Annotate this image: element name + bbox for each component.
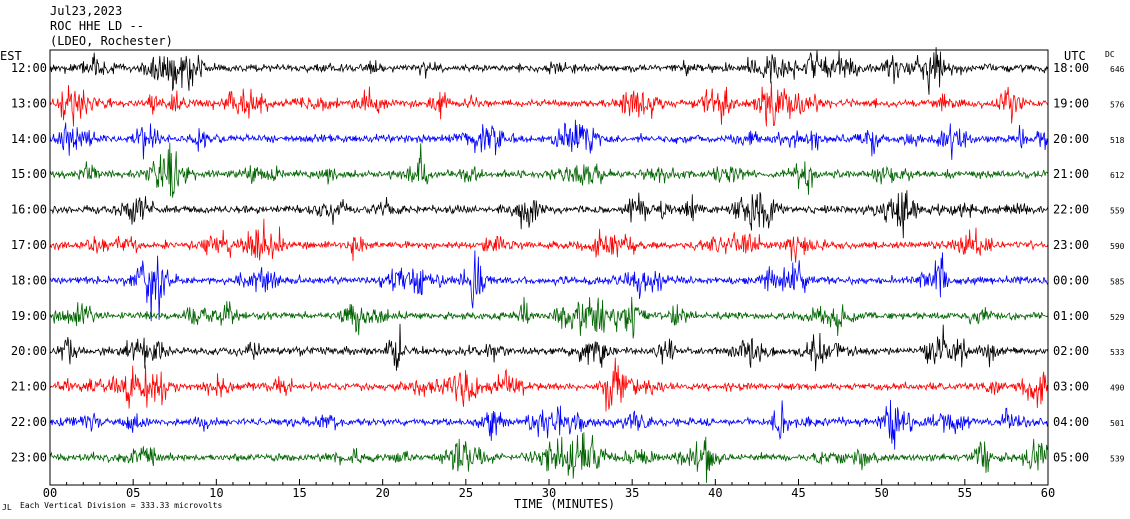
- utc-label: 05:00: [1053, 450, 1089, 464]
- utc-axis-title: UTC: [1064, 49, 1086, 63]
- utc-label: 00:00: [1053, 273, 1089, 287]
- dc-value: 590: [1110, 242, 1125, 251]
- x-tick-label: 15: [292, 486, 306, 500]
- trace-1300: [49, 81, 1049, 127]
- x-tick-label: 55: [958, 486, 972, 500]
- header-station: ROC HHE LD --: [50, 19, 144, 33]
- est-label: 22:00: [11, 415, 47, 429]
- x-axis-label: TIME (MINUTES): [514, 497, 615, 511]
- trace-1200: [49, 47, 1049, 95]
- x-tick-label: 00: [43, 486, 57, 500]
- utc-label: 18:00: [1053, 61, 1089, 75]
- utc-label: 23:00: [1053, 238, 1089, 252]
- dc-value: 490: [1110, 384, 1125, 393]
- footer-mark: JL: [2, 503, 12, 512]
- dc-axis-title: DC: [1105, 50, 1115, 59]
- utc-label: 19:00: [1053, 96, 1089, 110]
- trace-2200: [49, 399, 1049, 450]
- x-tick-label: 25: [459, 486, 473, 500]
- utc-label: 21:00: [1053, 167, 1089, 181]
- trace-2100: [49, 357, 1049, 412]
- trace-1700: [49, 218, 1049, 263]
- est-label: 12:00: [11, 61, 47, 75]
- utc-label: 03:00: [1053, 380, 1089, 394]
- est-label: 18:00: [11, 273, 47, 287]
- est-label: 23:00: [11, 450, 47, 464]
- row-labels: 12:00 18:00 646 13:00 19:00 576 14:00 20:00 518 1…: [11, 61, 1125, 464]
- trace-1500: [49, 142, 1049, 198]
- x-tick-label: 60: [1041, 486, 1055, 500]
- trace-layer: [49, 47, 1049, 484]
- scale-note: Each Vertical Division = 333.33 microvol…: [20, 501, 222, 510]
- x-tick-label: 20: [375, 486, 389, 500]
- header-location: (LDEO, Rochester): [50, 34, 173, 48]
- x-tick-label: 35: [625, 486, 639, 500]
- x-tick-label: 05: [126, 486, 140, 500]
- trace-1400: [49, 119, 1049, 160]
- dc-value: 646: [1110, 65, 1125, 74]
- x-tick-label: 50: [874, 486, 888, 500]
- est-label: 15:00: [11, 167, 47, 181]
- est-label: 17:00: [11, 238, 47, 252]
- x-tick-label: 40: [708, 486, 722, 500]
- dc-value: 539: [1110, 454, 1125, 463]
- utc-label: 04:00: [1053, 415, 1089, 429]
- dc-value: 529: [1110, 313, 1125, 322]
- dc-value: 518: [1110, 136, 1125, 145]
- utc-label: 22:00: [1053, 203, 1089, 217]
- dc-value: 585: [1110, 277, 1125, 286]
- dc-value: 612: [1110, 171, 1125, 180]
- trace-1800: [49, 250, 1049, 322]
- est-label: 21:00: [11, 380, 47, 394]
- header-date: Jul23,2023: [50, 4, 123, 18]
- est-label: 14:00: [11, 132, 47, 146]
- est-label: 20:00: [11, 344, 47, 358]
- utc-label: 02:00: [1053, 344, 1089, 358]
- trace-1600: [49, 190, 1049, 239]
- dc-value: 576: [1110, 100, 1125, 109]
- x-axis: 00 05 10 15 20 25 30 35 40 45 50 55 60: [43, 479, 1055, 500]
- trace-2000: [49, 323, 1049, 372]
- est-axis-title: EST: [0, 49, 22, 63]
- x-tick-label: 45: [791, 486, 805, 500]
- est-label: 19:00: [11, 309, 47, 323]
- x-tick-label: 10: [209, 486, 223, 500]
- dc-value: 533: [1110, 348, 1125, 357]
- est-label: 16:00: [11, 203, 47, 217]
- dc-value: 501: [1110, 419, 1125, 428]
- x-tick-label: 30: [542, 486, 556, 500]
- utc-label: 01:00: [1053, 309, 1089, 323]
- trace-2300: [49, 432, 1049, 484]
- dc-value: 559: [1110, 207, 1125, 216]
- est-label: 13:00: [11, 96, 47, 110]
- trace-1900: [49, 296, 1049, 339]
- utc-label: 20:00: [1053, 132, 1089, 146]
